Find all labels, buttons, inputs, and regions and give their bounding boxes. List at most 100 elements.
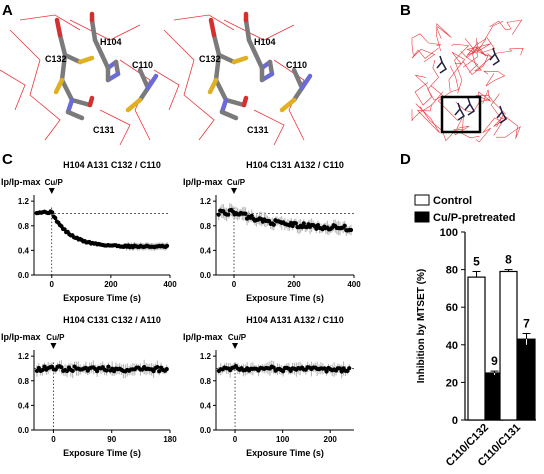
data-point (300, 225, 305, 230)
y-axis-label: Ip/Ip-max (183, 332, 223, 342)
backbone-trace (19, 14, 81, 31)
y-tick-label: 0.8 (200, 377, 212, 386)
data-point (64, 368, 70, 374)
data-point (243, 211, 248, 216)
x-tick-label: 180 (163, 435, 177, 444)
data-point (151, 368, 156, 374)
backbone-trace (0, 69, 26, 111)
bond-stick (62, 52, 83, 65)
backbone-trace (462, 46, 482, 71)
y-tick-label: 0.4 (200, 246, 212, 255)
bond-stick (216, 52, 237, 65)
label-c131: C131 (247, 125, 269, 135)
legend-swatch (414, 194, 430, 206)
timecourse-plot-4: H104 A131 A132 / C110 Ip/Ip-max 0.0 0.4 0.8 1… (183, 315, 354, 458)
backbone-trace (99, 109, 131, 146)
side-chain (454, 102, 465, 121)
bond-stick (57, 32, 68, 58)
data-point (290, 223, 295, 229)
x-tick-label: 100 (276, 435, 290, 444)
y-tick-label: 0.0 (18, 426, 30, 435)
protein-overview (411, 19, 524, 143)
side-chain (464, 97, 475, 116)
backbone-trace (414, 74, 432, 106)
data-point (293, 221, 298, 226)
plot-title: H104 A131 C132 / C110 (63, 160, 161, 170)
data-point (95, 369, 100, 374)
x-tick-label: 200 (324, 435, 338, 444)
y-tick-label: 0.8 (200, 222, 212, 231)
y-tick-label: 1.2 (18, 352, 30, 361)
y-tick-label: 60 (446, 302, 458, 314)
backbone-trace (437, 65, 459, 121)
x-tick-label: 0 (232, 280, 237, 289)
x-tick-label: 0 (50, 280, 55, 289)
legend-swatch (414, 211, 430, 223)
n-label: 7 (523, 317, 530, 331)
n-label: 8 (505, 253, 512, 267)
y-axis-label: Inhibition by MTSET (%) (416, 269, 427, 383)
bar (517, 338, 536, 421)
label-h104: H104 (254, 37, 276, 47)
bond-stick (87, 95, 95, 108)
backbone-trace (474, 47, 524, 72)
bond-stick (53, 77, 65, 95)
cup-marker-label: Cu/P (228, 333, 247, 342)
backbone-trace (453, 116, 470, 136)
cup-arrow (48, 188, 55, 194)
backbone-trace (119, 59, 151, 141)
data-point (50, 210, 55, 215)
inhibition-bar-chart: Inhibition by MTSET (%) 0 20 40 60 80 100 Contr… (414, 194, 536, 469)
cup-marker-label: Cu/P (227, 178, 246, 187)
backbone-trace (69, 19, 141, 41)
cup-marker-label: Cu/P (46, 333, 65, 342)
label-c110: C110 (132, 60, 153, 70)
side-chain (496, 105, 507, 124)
x-axis-label: Exposure Time (s) (63, 293, 141, 303)
backbone-trace (490, 93, 508, 127)
y-tick-label: 0 (452, 415, 458, 427)
bond-stick (69, 97, 93, 108)
backbone-trace (173, 14, 235, 31)
backbone-trace (475, 91, 507, 115)
y-tick-label: 0.8 (18, 377, 30, 386)
y-tick-label: 1.2 (200, 352, 212, 361)
y-tick-label: 80 (446, 265, 458, 277)
bond-stick (77, 55, 95, 65)
data-point (314, 226, 319, 231)
bond-stick (89, 17, 98, 43)
y-tick-label: 1.2 (200, 197, 212, 206)
backbone-trace (466, 37, 487, 57)
side-chain (489, 47, 500, 66)
bond-stick (291, 67, 305, 91)
bond-stick (59, 52, 68, 83)
x-tick-label: 200 (104, 280, 118, 289)
bar (499, 270, 518, 421)
bond-stick (219, 109, 239, 121)
y-tick-label: 0.4 (200, 401, 212, 410)
data-point (271, 365, 276, 370)
bond-stick (145, 73, 159, 91)
data-point (53, 215, 58, 221)
cup-arrow (232, 343, 239, 349)
bond-stick (207, 77, 219, 95)
x-tick-label: 0 (51, 435, 56, 444)
bond-stick (243, 17, 252, 43)
data-point (164, 243, 170, 248)
plot-title: H104 C131 C132 / A110 (63, 315, 161, 325)
x-axis-label: Exposure Time (s) (246, 293, 324, 303)
label-c132: C132 (45, 54, 67, 64)
y-tick-label: 0.0 (200, 271, 212, 280)
y-axis-label: Ip/Ip-max (183, 177, 223, 187)
plot-title: H104 C131 A132 / C110 (246, 160, 344, 170)
bond-stick (253, 52, 265, 71)
data-point (157, 369, 162, 374)
timecourse-plot-3: H104 C131 C132 / A110 Ip/Ip-max 0.0 0.4 0.8 1… (1, 315, 177, 458)
y-tick-label: 20 (446, 377, 458, 389)
bond-stick (241, 95, 249, 108)
bond-stick (54, 17, 63, 38)
data-point (106, 364, 111, 369)
data-point (348, 227, 354, 233)
data-point (70, 368, 75, 374)
